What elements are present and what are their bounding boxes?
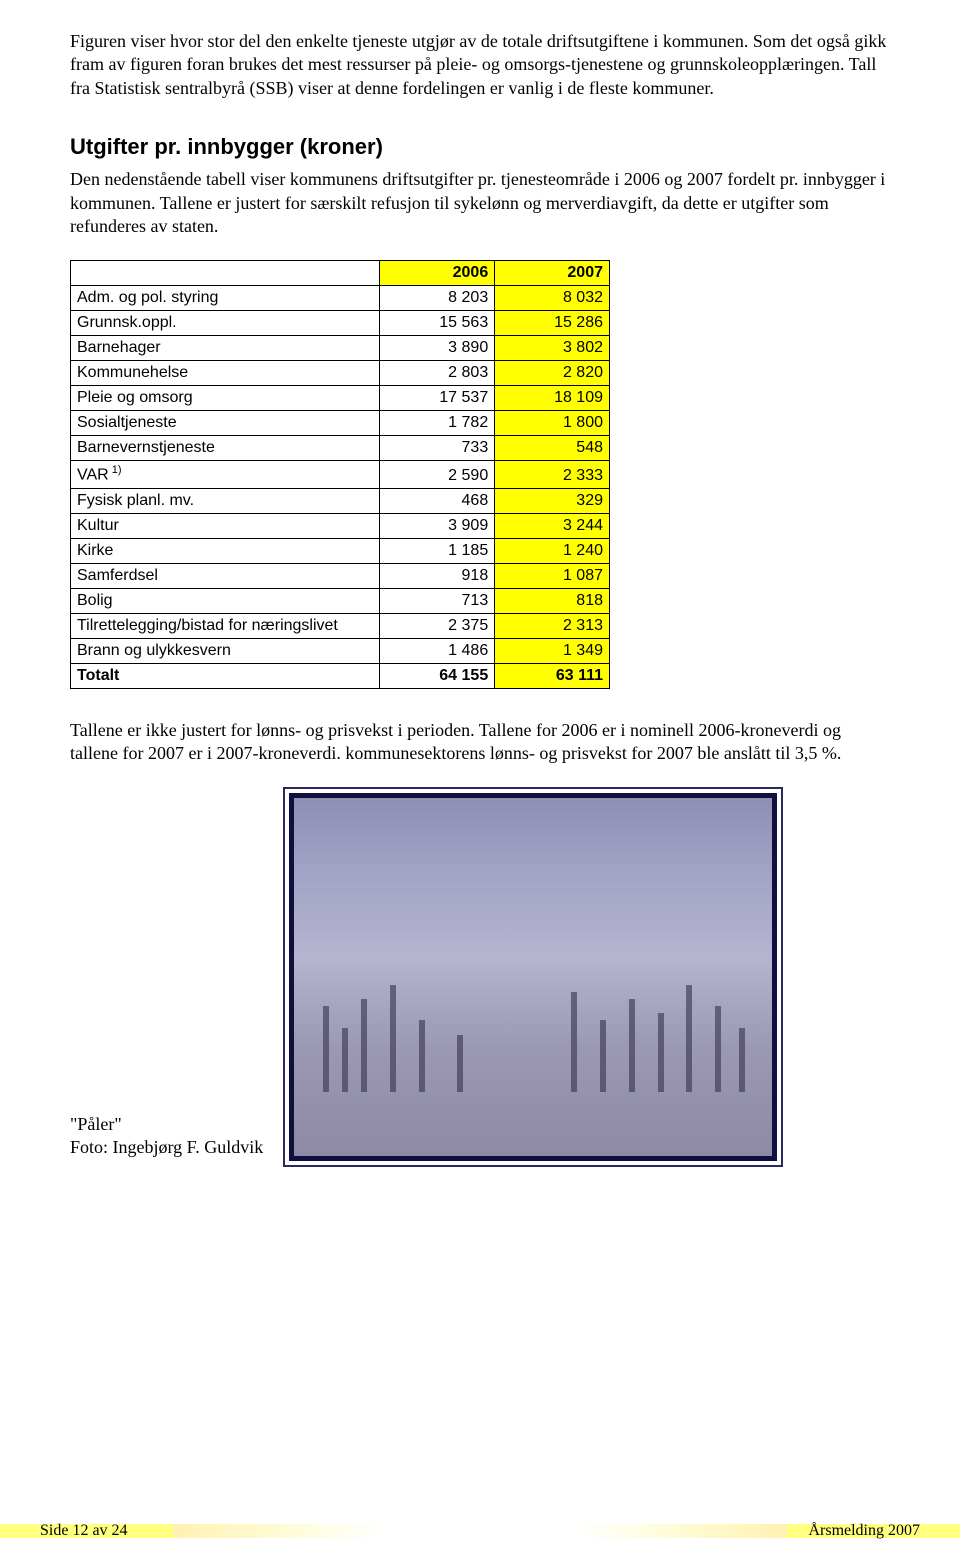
post-paragraph: Tallene er ikke justert for lønns- og pr… [70, 719, 890, 766]
row-label: Bolig [71, 588, 380, 613]
cell-2007: 1 349 [495, 638, 610, 663]
row-label: Sosialtjeneste [71, 411, 380, 436]
total-2006: 64 155 [380, 663, 495, 688]
row-label: Fysisk planl. mv. [71, 488, 380, 513]
cell-2007: 1 240 [495, 538, 610, 563]
row-label: Grunnsk.oppl. [71, 311, 380, 336]
cell-2006: 3 890 [380, 336, 495, 361]
table-row: Barnevernstjeneste733548 [71, 436, 610, 461]
cell-2006: 8 203 [380, 286, 495, 311]
photo-image [289, 793, 777, 1161]
cell-2007: 2 333 [495, 461, 610, 488]
row-label: Pleie og omsorg [71, 386, 380, 411]
footer-right: Årsmelding 2007 [808, 1522, 920, 1540]
row-label: Adm. og pol. styring [71, 286, 380, 311]
cell-2007: 2 820 [495, 361, 610, 386]
heading-paragraph: Den nedenstående tabell viser kommunens … [70, 168, 890, 238]
cell-2006: 918 [380, 563, 495, 588]
total-label: Totalt [71, 663, 380, 688]
table-row: Pleie og omsorg17 53718 109 [71, 386, 610, 411]
row-label: Kirke [71, 538, 380, 563]
cell-2007: 3 802 [495, 336, 610, 361]
table-header-row: 2006 2007 [71, 261, 610, 286]
photo-caption: "Påler" Foto: Ingebjørg F. Guldvik [70, 1113, 263, 1160]
row-label: Kommunehelse [71, 361, 380, 386]
photo-credit: Foto: Ingebjørg F. Guldvik [70, 1137, 263, 1157]
photo-frame [283, 787, 783, 1167]
cell-2006: 468 [380, 488, 495, 513]
section-heading: Utgifter pr. innbygger (kroner) [70, 134, 890, 160]
table-row: Kirke1 1851 240 [71, 538, 610, 563]
cell-2007: 2 313 [495, 613, 610, 638]
cell-2007: 1 800 [495, 411, 610, 436]
cell-2007: 818 [495, 588, 610, 613]
footer-left: Side 12 av 24 [40, 1522, 128, 1540]
row-label: Barnehager [71, 336, 380, 361]
page-footer: Side 12 av 24 Årsmelding 2007 [0, 1514, 960, 1562]
cell-2007: 3 244 [495, 513, 610, 538]
row-label: VAR 1) [71, 461, 380, 488]
table-row: Fysisk planl. mv.468329 [71, 488, 610, 513]
table-row: Barnehager3 8903 802 [71, 336, 610, 361]
intro-paragraph: Figuren viser hvor stor del den enkelte … [70, 30, 890, 100]
table-row: Tilrettelegging/bistad for næringslivet2… [71, 613, 610, 638]
cell-2007: 18 109 [495, 386, 610, 411]
cell-2006: 1 782 [380, 411, 495, 436]
row-label: Brann og ulykkesvern [71, 638, 380, 663]
cell-2007: 548 [495, 436, 610, 461]
cell-2006: 2 590 [380, 461, 495, 488]
table-row: Sosialtjeneste1 7821 800 [71, 411, 610, 436]
table-row: Brann og ulykkesvern1 4861 349 [71, 638, 610, 663]
cell-2006: 733 [380, 436, 495, 461]
expense-table: 2006 2007 Adm. og pol. styring8 2038 032… [70, 260, 610, 688]
photo-title: "Påler" [70, 1114, 122, 1134]
cell-2007: 329 [495, 488, 610, 513]
col-2007: 2007 [495, 261, 610, 286]
table-row: Grunnsk.oppl.15 56315 286 [71, 311, 610, 336]
col-2006: 2006 [380, 261, 495, 286]
cell-2006: 2 803 [380, 361, 495, 386]
cell-2006: 713 [380, 588, 495, 613]
table-row: VAR 1)2 5902 333 [71, 461, 610, 488]
cell-2006: 17 537 [380, 386, 495, 411]
row-label: Kultur [71, 513, 380, 538]
cell-2006: 2 375 [380, 613, 495, 638]
total-2007: 63 111 [495, 663, 610, 688]
row-label: Tilrettelegging/bistad for næringslivet [71, 613, 380, 638]
table-row: Kommunehelse2 8032 820 [71, 361, 610, 386]
row-label: Samferdsel [71, 563, 380, 588]
cell-2007: 8 032 [495, 286, 610, 311]
cell-2006: 3 909 [380, 513, 495, 538]
table-row: Bolig713818 [71, 588, 610, 613]
table-row: Samferdsel9181 087 [71, 563, 610, 588]
cell-2007: 1 087 [495, 563, 610, 588]
col-blank [71, 261, 380, 286]
row-label: Barnevernstjeneste [71, 436, 380, 461]
cell-2006: 15 563 [380, 311, 495, 336]
table-row: Adm. og pol. styring8 2038 032 [71, 286, 610, 311]
table-total-row: Totalt64 15563 111 [71, 663, 610, 688]
cell-2006: 1 486 [380, 638, 495, 663]
cell-2007: 15 286 [495, 311, 610, 336]
table-row: Kultur3 9093 244 [71, 513, 610, 538]
cell-2006: 1 185 [380, 538, 495, 563]
